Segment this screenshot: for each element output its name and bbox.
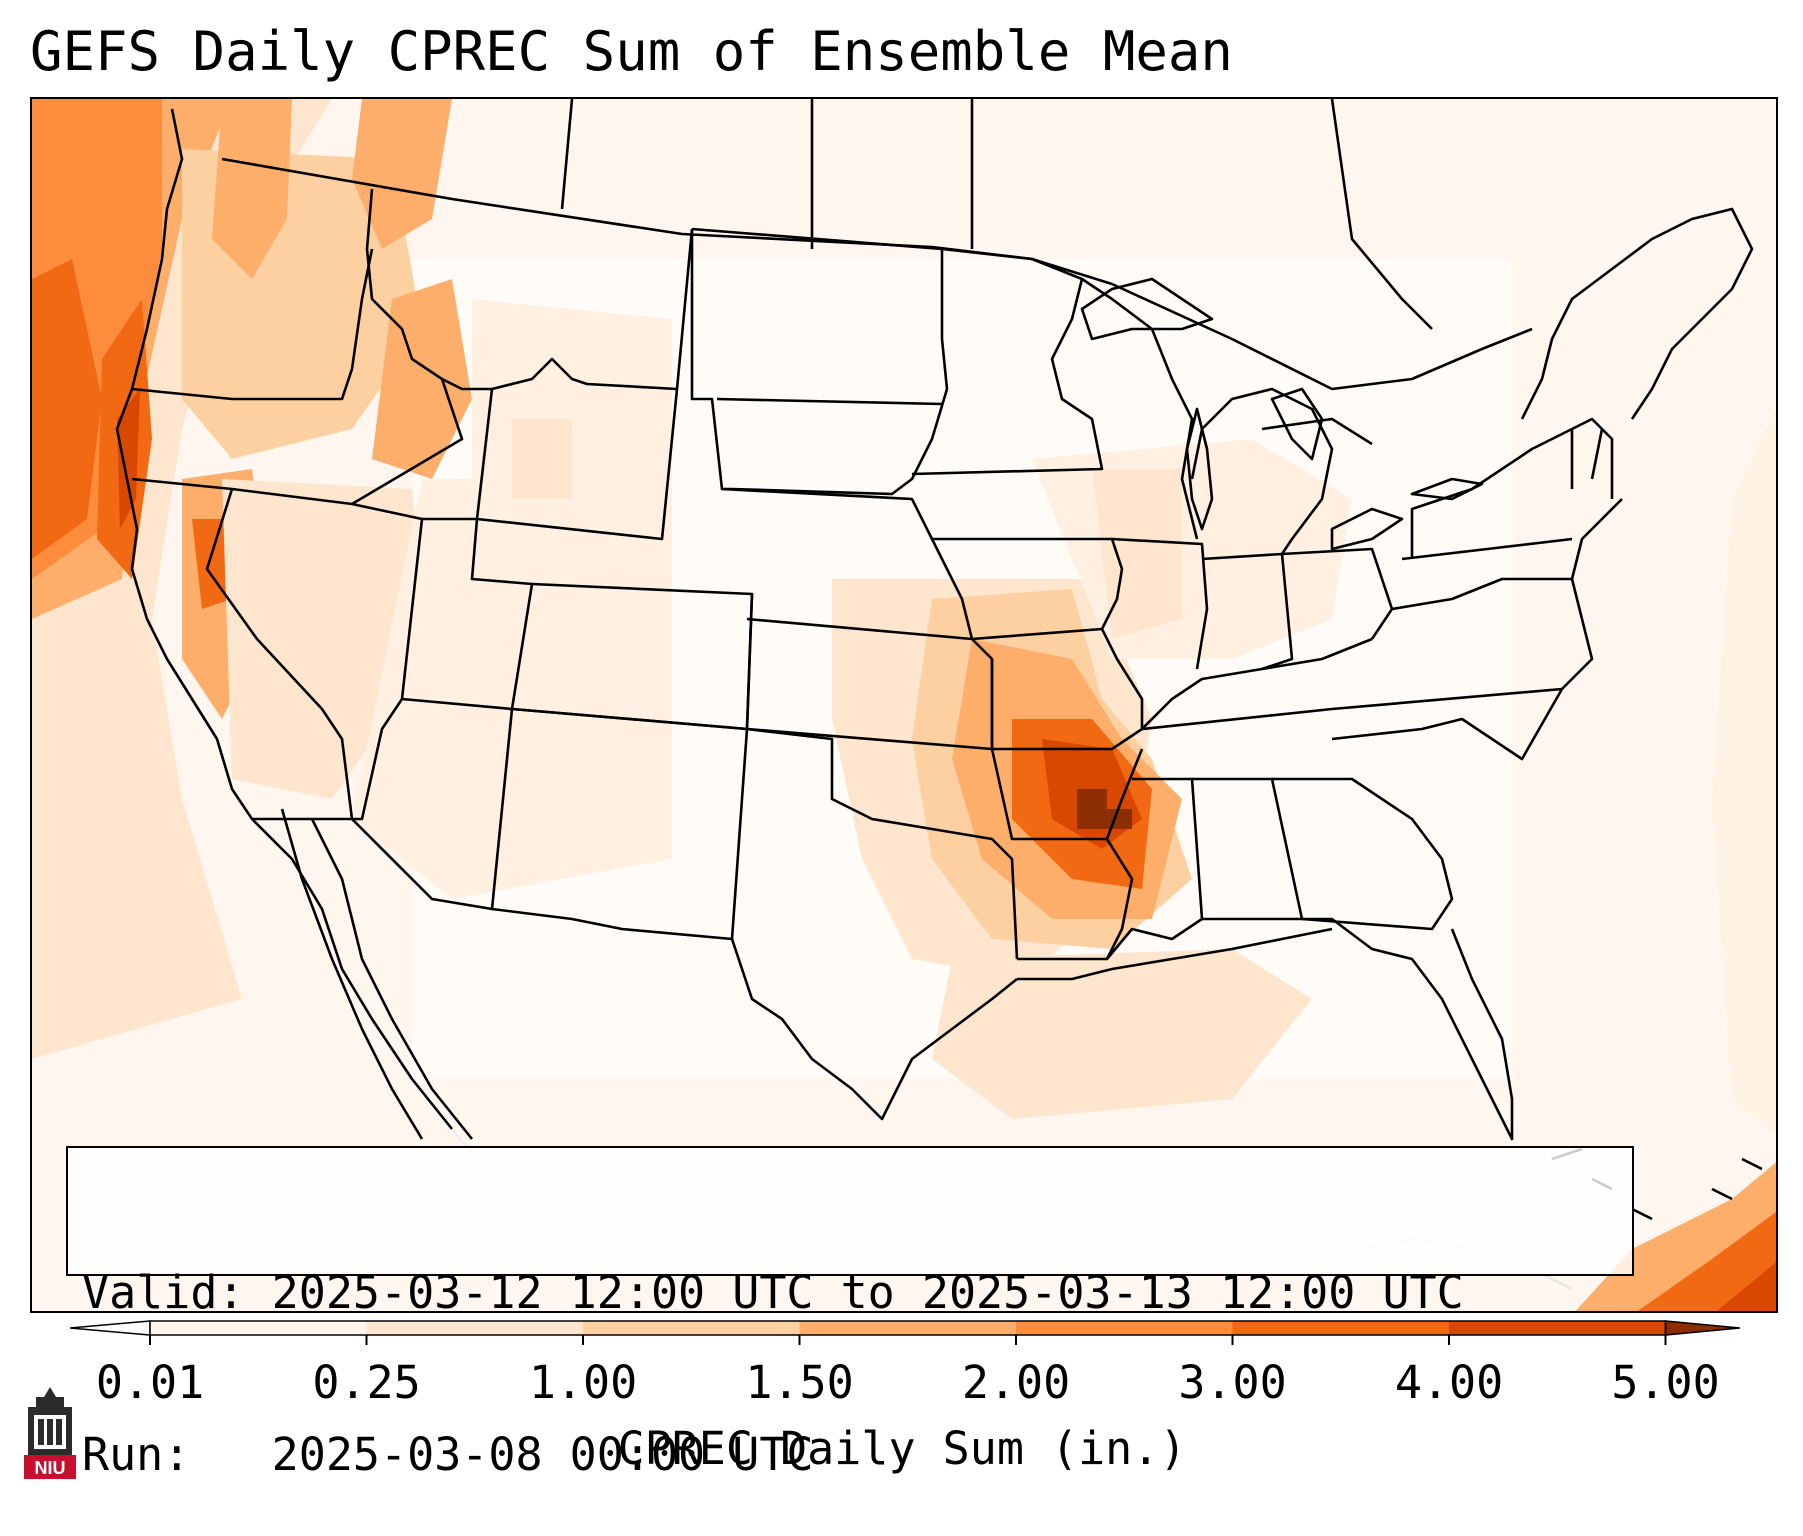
colorbar-tick-label: 2.00 <box>961 1356 1071 1409</box>
valid-line: Valid: 2025-03-12 12:00 UTC to 2025-03-1… <box>82 1266 1618 1320</box>
colorbar-segment <box>583 1321 800 1335</box>
colorbar-tick-label: 1.00 <box>528 1356 638 1409</box>
colorbar-segment <box>366 1321 584 1335</box>
validity-info-box: Valid: 2025-03-12 12:00 UTC to 2025-03-1… <box>66 1146 1634 1481</box>
colorbar-label: CPREC Daily Sum (in.) <box>617 1422 1187 1475</box>
colorbar-tick-label: 5.00 <box>1611 1356 1720 1409</box>
colorbar-tick-label: 1.50 <box>745 1356 854 1409</box>
colorbar-segment <box>1016 1321 1233 1335</box>
precip-map <box>32 99 1776 1311</box>
state-borders <box>115 99 1763 1291</box>
precip-shading <box>32 99 1776 1311</box>
colorbar-extend-max <box>1664 1320 1740 1336</box>
colorbar-segment <box>150 1321 367 1335</box>
map-panel <box>30 97 1778 1313</box>
valid-value: 2025-03-12 12:00 UTC to 2025-03-13 12:00… <box>271 1266 1464 1319</box>
colorbar-segment <box>1449 1321 1666 1335</box>
colorbar-segment <box>799 1321 1017 1335</box>
colorbar-segment <box>1232 1321 1450 1335</box>
colorbar-outline <box>149 1320 1667 1336</box>
page-title: GEFS Daily CPREC Sum of Ensemble Mean <box>30 20 1233 83</box>
valid-label: Valid: <box>82 1266 245 1319</box>
colorbar-tick-label: 4.00 <box>1394 1356 1504 1409</box>
niu-logo-text: NIU <box>35 1458 66 1478</box>
colorbar <box>70 1320 1740 1345</box>
niu-logo: NIU <box>20 1385 80 1485</box>
run-line: Run: 2025-03-08 00:00 UTC <box>82 1428 1618 1482</box>
colorbar-tick-label: 3.00 <box>1178 1356 1287 1409</box>
colorbar-tick-label: 0.25 <box>312 1356 421 1409</box>
colorbar-tick-label: 0.01 <box>95 1356 205 1409</box>
colorbar-extend-min <box>70 1320 151 1336</box>
run-value: 2025-03-08 00:00 UTC <box>271 1428 814 1481</box>
run-label: Run: <box>82 1428 191 1481</box>
